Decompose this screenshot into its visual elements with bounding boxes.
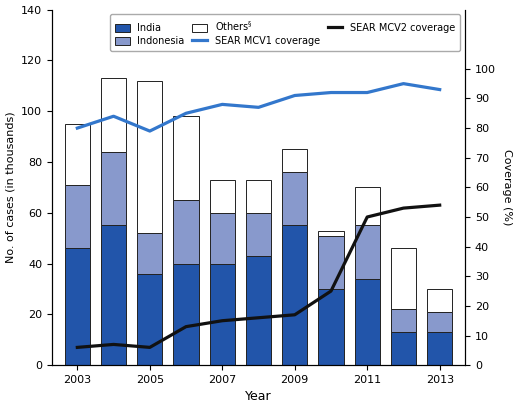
Bar <box>137 233 163 274</box>
Bar <box>427 332 452 365</box>
Bar <box>282 225 307 365</box>
Bar <box>210 180 235 213</box>
Bar <box>282 172 307 225</box>
Bar <box>354 225 380 279</box>
X-axis label: Year: Year <box>245 391 272 403</box>
Bar <box>174 200 199 263</box>
Bar <box>174 263 199 365</box>
Bar <box>391 309 416 332</box>
Y-axis label: Coverage (%): Coverage (%) <box>502 149 512 225</box>
Bar <box>137 81 163 233</box>
Y-axis label: No. of cases (in thousands): No. of cases (in thousands) <box>6 112 16 263</box>
Bar <box>318 231 343 236</box>
Bar <box>101 78 126 152</box>
Bar <box>210 213 235 263</box>
Bar <box>282 149 307 172</box>
Bar <box>65 248 90 365</box>
Bar <box>354 279 380 365</box>
Bar <box>246 256 271 365</box>
Bar <box>65 124 90 185</box>
Bar <box>174 116 199 200</box>
Bar <box>101 152 126 225</box>
Bar <box>65 185 90 248</box>
Bar <box>137 274 163 365</box>
Bar <box>391 248 416 309</box>
Bar <box>101 225 126 365</box>
Bar <box>318 236 343 289</box>
Legend: India, Indonesia, Others$^\mathsf{§}$, SEAR MCV1 coverage, SEAR MCV2 coverage: India, Indonesia, Others$^\mathsf{§}$, S… <box>110 14 460 51</box>
Bar <box>246 180 271 213</box>
Bar <box>246 213 271 256</box>
Bar <box>354 187 380 225</box>
Bar <box>427 289 452 312</box>
Bar <box>427 312 452 332</box>
Bar <box>391 332 416 365</box>
Bar <box>210 263 235 365</box>
Bar <box>318 289 343 365</box>
